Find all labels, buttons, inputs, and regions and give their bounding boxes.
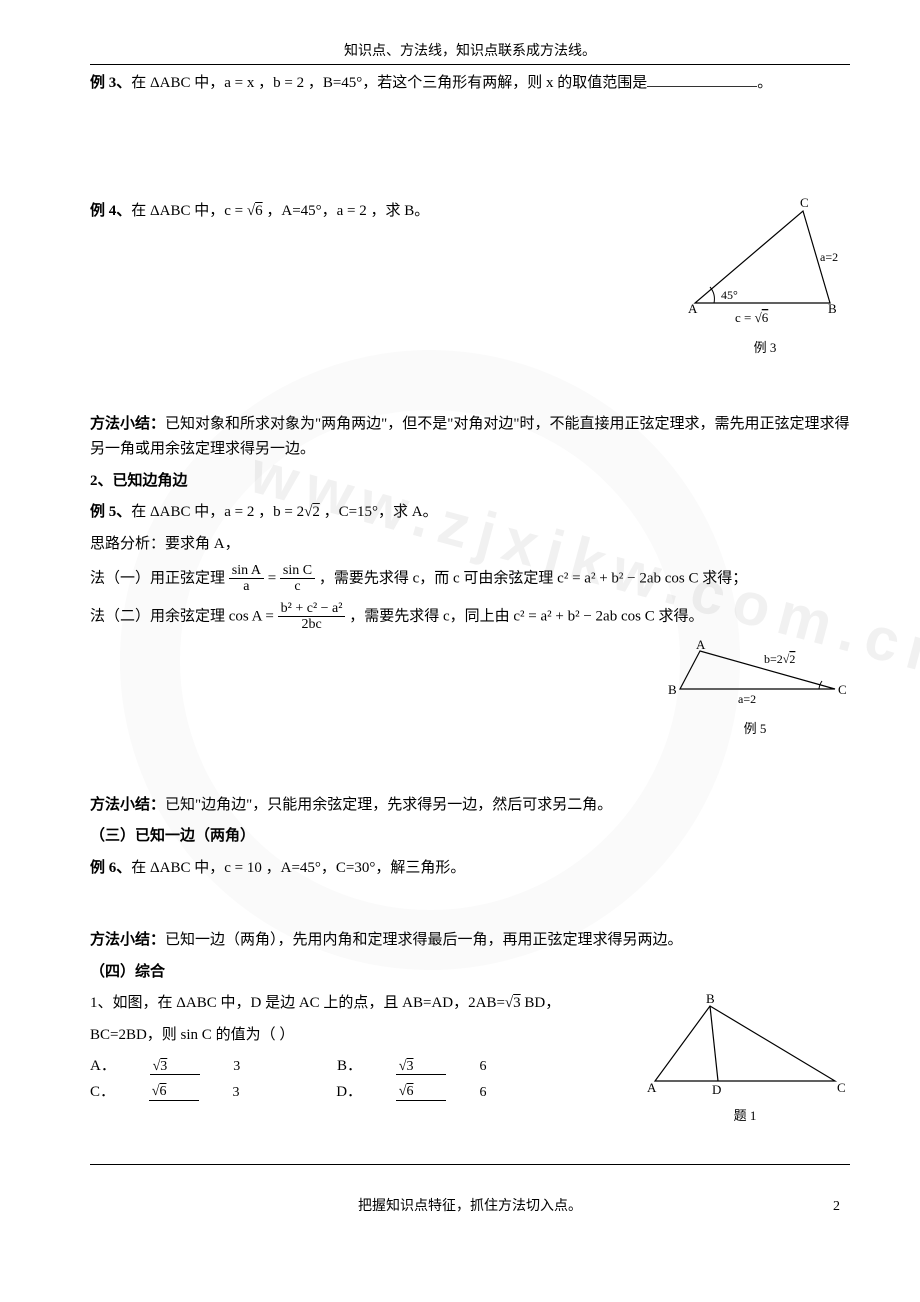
figure-ex3-caption: 例 3 <box>680 337 850 356</box>
svg-text:C: C <box>800 195 809 210</box>
svg-text:a=2: a=2 <box>738 692 756 706</box>
triangle-ex3-svg: A B C 45° a=2 c = √6 <box>680 193 850 333</box>
triangle-ex5-svg: A B C b=2√2 a=2 <box>660 639 850 714</box>
method-2-label: 方法小结： <box>90 797 165 813</box>
page-footer: 把握知识点特征，抓住方法切入点。 <box>90 1195 850 1215</box>
svg-text:c = √6: c = √6 <box>735 310 769 325</box>
option-a: A． √33 <box>90 1054 303 1080</box>
example-5-law2: 法（二）用余弦定理 cos A = b² + c² − a²2bc ，需要先求得… <box>90 601 850 633</box>
example-3-blank <box>647 86 757 87</box>
svg-text:B: B <box>828 301 837 316</box>
section-4-title: （四）综合 <box>90 960 850 986</box>
svg-text:45°: 45° <box>721 288 738 302</box>
method-summary-2: 方法小结：已知"边角边"，只能用余弦定理，先求得另一边，然后可求另二角。 <box>90 793 850 819</box>
method-3-label: 方法小结： <box>90 932 165 948</box>
option-c: C． √63 <box>90 1080 302 1106</box>
option-b: B． √36 <box>337 1054 549 1080</box>
method-2-text: 已知"边角边"，只能用余弦定理，先求得另一边，然后可求另二角。 <box>165 797 612 813</box>
example-3: 例 3、在 ΔABC 中，a = x ，b = 2 ，B=45°，若这个三角形有… <box>90 71 850 97</box>
triangle-q1-svg: A B C D <box>640 991 850 1101</box>
section-2-title: 2、已知边角边 <box>90 469 850 495</box>
example-3-label: 例 3、 <box>90 75 131 91</box>
top-rule <box>90 64 850 65</box>
method-summary-3: 方法小结：已知一边（两角），先用内角和定理求得最后一角，再用正弦定理求得另两边。 <box>90 928 850 954</box>
svg-text:A: A <box>688 301 698 316</box>
svg-text:C: C <box>837 1080 846 1095</box>
method-summary-1: 方法小结：已知对象和所求对象为"两角两边"，但不是"对角对边"时，不能直接用正弦… <box>90 412 850 463</box>
example-3-tail: 。 <box>757 75 772 91</box>
section-3-title: （三）已知一边（两角） <box>90 824 850 850</box>
svg-text:B: B <box>706 991 715 1006</box>
example-6: 例 6、在 ΔABC 中，c = 10 ，A=45°，C=30°，解三角形。 <box>90 856 850 882</box>
example-3-text: 在 ΔABC 中，a = x ，b = 2 ，B=45°，若这个三角形有两解，则… <box>131 75 647 91</box>
page-number: 2 <box>833 1199 840 1215</box>
svg-text:A: A <box>647 1080 657 1095</box>
svg-text:C: C <box>838 682 847 697</box>
svg-text:B: B <box>668 682 677 697</box>
method-1-text: 已知对象和所求对象为"两角两边"，但不是"对角对边"时，不能直接用正弦定理求，需… <box>90 416 850 458</box>
option-d: D． √66 <box>336 1080 549 1106</box>
example-5: 例 5、在 ΔABC 中，a = 2 ，b = 2√2 ，C=15°，求 A。 <box>90 500 850 526</box>
page-header: 知识点、方法线，知识点联系成方法线。 <box>90 40 850 60</box>
example-5-law1: 法（一）用正弦定理 sin Aa = sin Cc ，需要先求得 c，而 c 可… <box>90 563 850 595</box>
example-4-label: 例 4、 <box>90 203 131 219</box>
page: www.zjxjkw.com.cn 知识点、方法线，知识点联系成方法线。 例 3… <box>0 0 920 1255</box>
example-6-text: 在 ΔABC 中，c = 10 ，A=45°，C=30°，解三角形。 <box>131 860 465 876</box>
svg-text:A: A <box>696 639 706 652</box>
figure-q1: A B C D 题 1 <box>640 991 850 1124</box>
figure-ex5-caption: 例 5 <box>660 718 850 737</box>
example-6-label: 例 6、 <box>90 860 131 876</box>
example-5-analysis: 思路分析：要求角 A， <box>90 532 850 558</box>
method-3-text: 已知一边（两角），先用内角和定理求得最后一角，再用正弦定理求得另两边。 <box>165 932 683 948</box>
svg-text:b=2√2: b=2√2 <box>764 652 795 666</box>
figure-q1-caption: 题 1 <box>640 1105 850 1124</box>
figure-ex5: A B C b=2√2 a=2 例 5 <box>660 639 850 737</box>
method-1-label: 方法小结： <box>90 416 165 432</box>
svg-text:D: D <box>712 1082 721 1097</box>
bottom-rule <box>90 1164 850 1165</box>
svg-text:a=2: a=2 <box>820 250 838 264</box>
example-5-label: 例 5、 <box>90 504 131 520</box>
figure-ex3: A B C 45° a=2 c = √6 例 3 <box>680 193 850 356</box>
